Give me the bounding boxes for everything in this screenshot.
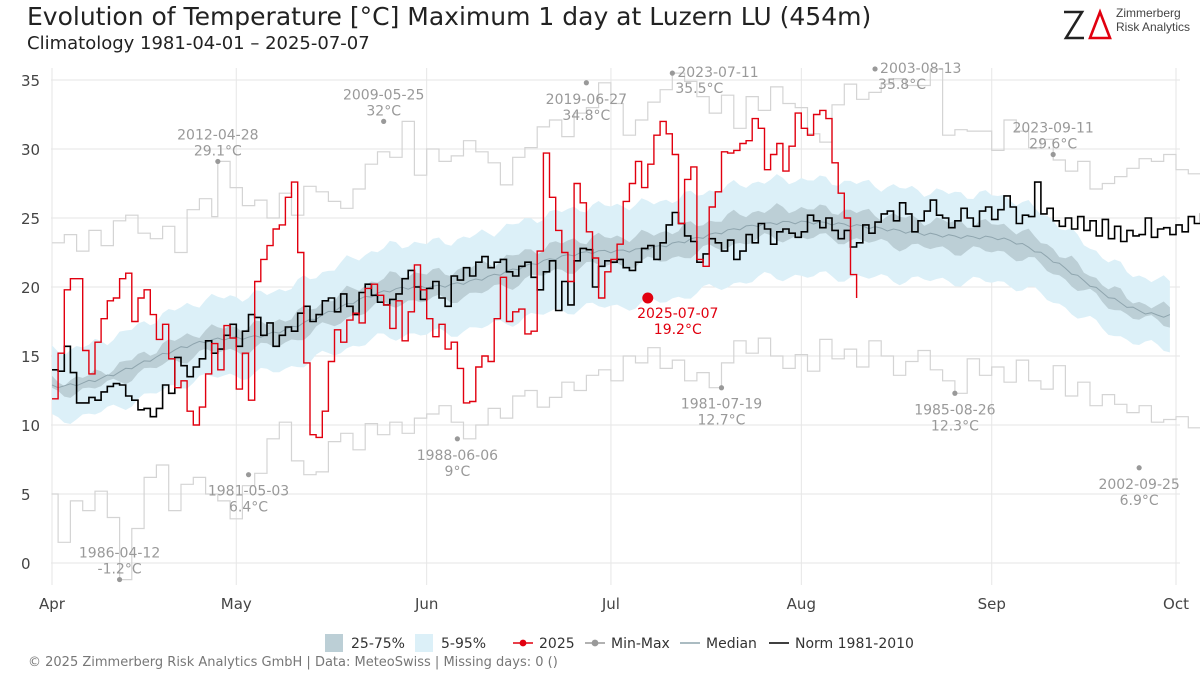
record-value-label: 29.6°C [1029, 137, 1077, 153]
legend-label: 2025 [539, 636, 575, 652]
y-tick-label: 15 [21, 348, 40, 366]
record-value-label: 34.8°C [562, 108, 610, 124]
year-2025-line [52, 109, 858, 439]
record-date-label: 2009-05-25 [343, 87, 424, 103]
record-value-label: 12.7°C [698, 413, 746, 429]
axis-labels: 0 5 10 15 20 25 30 35 Apr May Jun Jul Aug Sep Oct [21, 72, 1189, 613]
y-tick-label: 5 [21, 486, 31, 504]
current-date-label: 2025-07-07 [637, 306, 718, 322]
x-tick-label: Oct [1163, 595, 1189, 613]
min-record-line [52, 337, 1200, 581]
norm-1981-2010-line [52, 181, 1200, 418]
record-point [245, 472, 252, 478]
record-date-label: 1986-04-12 [79, 546, 160, 562]
record-point [872, 66, 878, 72]
y-tick-label: 25 [21, 210, 40, 228]
record-value-label: 32°C [366, 103, 401, 119]
y-tick-label: 10 [21, 417, 40, 435]
record-point [215, 158, 221, 165]
record-date-label: 1981-07-19 [681, 397, 762, 413]
record-point [116, 576, 123, 583]
chart-title: Evolution of Temperature [°C] Maximum 1 … [27, 2, 872, 31]
record-point [381, 118, 387, 124]
logo-z-glyph [1063, 10, 1085, 40]
legend-item: Norm 1981-2010 [769, 636, 914, 652]
x-tick-label: May [221, 595, 252, 613]
legend-swatch [325, 634, 343, 652]
legend-label: 25-75% [351, 636, 405, 652]
record-value-label: 12.3°C [931, 418, 979, 434]
current-value-label: 19.2°C [654, 322, 702, 338]
record-value-label: 35.8°C [878, 77, 926, 93]
y-tick-label: 20 [21, 279, 40, 297]
record-value-label: 29.1°C [194, 143, 242, 159]
legend-label: Median [706, 636, 757, 652]
legend-swatch [415, 634, 433, 652]
legend-item: Min-Max [585, 636, 670, 652]
record-point [718, 385, 725, 391]
footer-copyright: © 2025 Zimmerberg Risk Analytics GmbH | … [28, 655, 558, 670]
chart-subtitle: Climatology 1981-04-01 – 2025-07-07 [27, 33, 370, 54]
x-tick-label: Jul [601, 595, 620, 613]
record-point [583, 80, 589, 86]
record-value-label: -1.2°C [98, 562, 142, 578]
band-25-75 [52, 203, 1170, 398]
logo-delta-glyph [1088, 8, 1112, 40]
legend-label: 5-95% [441, 636, 486, 652]
legend-item: 2025 [513, 636, 575, 652]
logo-text-line1: Zimmerberg [1116, 6, 1181, 20]
y-tick-label: 30 [21, 141, 40, 159]
record-value-label: 6.9°C [1120, 493, 1159, 509]
record-point [454, 436, 460, 442]
legend-item: Median [680, 636, 757, 652]
median-line [51, 220, 1171, 389]
logo-text: Zimmerberg Risk Analytics [1116, 6, 1190, 34]
logo-text-line2: Risk Analytics [1116, 20, 1191, 34]
grid-layer [51, 68, 1180, 585]
y-tick-label: 0 [21, 555, 31, 573]
chart-legend: 25-75% 5-95% 2025 Min-Max Median Norm 1981-20… [325, 634, 914, 652]
legend-item: 5-95% [415, 634, 486, 652]
record-value-label: 9°C [445, 464, 471, 480]
record-date-label: 2019-06-27 [546, 92, 627, 108]
record-date-label: 2002-09-25 [1098, 477, 1179, 493]
max-record-line [52, 68, 1200, 254]
record-date-label: 2003-08-13 [880, 61, 961, 77]
x-tick-label: Aug [787, 595, 816, 613]
legend-label: Min-Max [611, 636, 670, 652]
legend-label: Norm 1981-2010 [795, 636, 914, 652]
legend-swatch-dot [591, 639, 599, 647]
y-tick-label: 35 [21, 72, 40, 90]
record-point [1050, 151, 1056, 158]
series-lines [51, 68, 1200, 581]
record-point [1136, 465, 1142, 471]
record-point [669, 70, 675, 76]
record-date-label: 1981-05-03 [208, 484, 289, 500]
record-date-label: 2023-09-11 [1012, 121, 1093, 137]
x-tick-label: Jun [414, 595, 438, 613]
percentile-bands [52, 174, 1170, 424]
record-value-label: 6.4°C [229, 500, 268, 516]
brand-logo [1063, 8, 1112, 40]
record-date-label: 2012-04-28 [177, 127, 258, 143]
legend-item: 25-75% [325, 634, 405, 652]
record-date-label: 2023-07-11 [677, 65, 758, 81]
record-point [952, 390, 958, 396]
x-tick-label: Apr [39, 595, 66, 613]
record-value-label: 35.5°C [675, 81, 723, 97]
current-2025-point [642, 292, 654, 304]
record-date-label: 1988-06-06 [417, 448, 498, 464]
x-tick-label: Sep [978, 595, 1006, 613]
legend-swatch-dot [519, 639, 527, 647]
record-date-label: 1985-08-26 [914, 402, 995, 418]
